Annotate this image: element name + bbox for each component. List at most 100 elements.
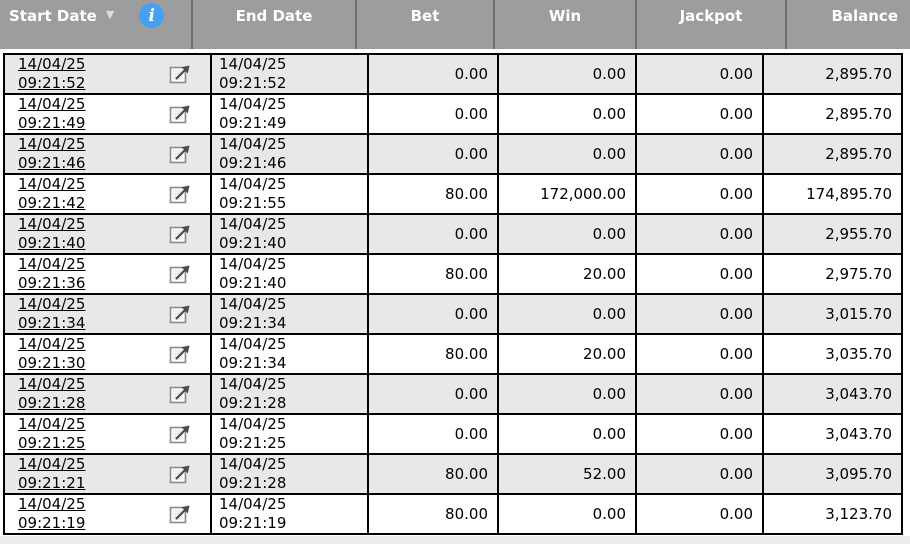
bet-cell: 0.00: [367, 293, 499, 335]
end-date-cell: 14/04/25 09:21:52: [210, 53, 369, 95]
start-date-text: 14/04/25: [18, 55, 86, 73]
start-time-text: 09:21:36: [18, 274, 86, 292]
win-cell: 0.00: [497, 213, 637, 255]
end-date-text: 14/04/25: [219, 455, 287, 473]
start-time-text: 09:21:42: [18, 194, 86, 212]
jackpot-cell: 0.00: [635, 293, 764, 335]
win-cell: 20.00: [497, 253, 637, 295]
start-date-cell: 14/04/25 09:21:52: [3, 53, 212, 95]
start-date-link[interactable]: 14/04/25 09:21:28: [18, 375, 86, 412]
jackpot-cell: 0.00: [635, 93, 764, 135]
start-date-link[interactable]: 14/04/25 09:21:42: [18, 176, 86, 212]
balance-cell: 2,895.70: [762, 53, 903, 95]
external-link-icon[interactable]: [169, 102, 193, 126]
start-date-link[interactable]: 14/04/25 09:21:30: [18, 336, 86, 372]
balance-cell: 2,955.70: [762, 213, 903, 255]
win-cell: 0.00: [497, 413, 637, 455]
external-link-icon[interactable]: [169, 182, 193, 206]
win-cell: 20.00: [497, 333, 637, 375]
column-header-bet[interactable]: Bet: [357, 0, 495, 49]
table-row: 14/04/25 09:21:19 14/04/25 09:21:19 80.0…: [3, 493, 903, 535]
start-time-text: 09:21:46: [18, 154, 86, 172]
start-date-text: 14/04/25: [18, 95, 86, 113]
external-link-icon[interactable]: [169, 142, 193, 166]
start-date-link[interactable]: 14/04/25 09:21:40: [18, 215, 86, 252]
bet-cell: 80.00: [367, 453, 499, 495]
start-time-text: 09:21:30: [18, 354, 86, 372]
column-header-start-date[interactable]: Start Date ▼ i: [0, 0, 193, 49]
table-row: 14/04/25 09:21:28 14/04/25 09:21:28 0.00…: [3, 373, 903, 415]
info-icon[interactable]: i: [139, 3, 165, 28]
table-row: 14/04/25 09:21:42 14/04/25 09:21:55 80.0…: [3, 173, 903, 215]
balance-cell: 3,123.70: [762, 493, 903, 535]
start-date-cell: 14/04/25 09:21:36: [3, 253, 212, 295]
bet-cell: 0.00: [367, 413, 499, 455]
external-link-icon[interactable]: [169, 222, 193, 246]
win-cell: 172,000.00: [497, 173, 637, 215]
external-link-icon[interactable]: [169, 382, 193, 406]
end-date-text: 14/04/25: [219, 175, 287, 193]
start-date-text: 14/04/25: [18, 455, 86, 473]
start-date-cell: 14/04/25 09:21:21: [3, 453, 212, 495]
start-date-text: 14/04/25: [18, 135, 86, 153]
end-date-cell: 14/04/25 09:21:40: [210, 253, 369, 295]
table-row: 14/04/25 09:21:21 14/04/25 09:21:28 80.0…: [3, 453, 903, 495]
start-date-text: 14/04/25: [18, 215, 86, 233]
start-date-cell: 14/04/25 09:21:30: [3, 333, 212, 375]
jackpot-cell: 0.00: [635, 413, 764, 455]
end-date-cell: 14/04/25 09:21:55: [210, 173, 369, 215]
start-date-link[interactable]: 14/04/25 09:21:52: [18, 55, 86, 92]
bet-cell: 0.00: [367, 133, 499, 175]
end-date-cell: 14/04/25 09:21:25: [210, 413, 369, 455]
start-date-text: 14/04/25: [18, 375, 86, 393]
jackpot-cell: 0.00: [635, 133, 764, 175]
balance-cell: 3,043.70: [762, 413, 903, 455]
column-header-win[interactable]: Win: [495, 0, 637, 49]
win-cell: 52.00: [497, 453, 637, 495]
external-link-icon[interactable]: [169, 502, 193, 526]
column-header-balance[interactable]: Balance: [831, 7, 898, 25]
balance-cell: 2,895.70: [762, 133, 903, 175]
start-date-link[interactable]: 14/04/25 09:21:36: [18, 256, 86, 292]
start-date-link[interactable]: 14/04/25 09:21:25: [18, 416, 85, 452]
end-date-cell: 14/04/25 09:21:46: [210, 133, 369, 175]
external-link-icon[interactable]: [169, 262, 193, 286]
external-link-icon[interactable]: [169, 62, 193, 86]
win-cell: 0.00: [497, 293, 637, 335]
end-date-text: 14/04/25: [219, 215, 287, 233]
balance-cell: 3,095.70: [762, 453, 903, 495]
start-date-link[interactable]: 14/04/25 09:21:19: [18, 496, 86, 532]
end-date-cell: 14/04/25 09:21:28: [210, 453, 369, 495]
end-date-text: 14/04/25: [219, 55, 287, 73]
jackpot-cell: 0.00: [635, 373, 764, 415]
jackpot-cell: 0.00: [635, 493, 764, 535]
external-link-icon[interactable]: [169, 462, 193, 486]
column-header-jackpot[interactable]: Jackpot: [637, 0, 787, 49]
balance-cell: 3,035.70: [762, 333, 903, 375]
start-date-link[interactable]: 14/04/25 09:21:46: [18, 135, 86, 172]
balance-cell: 2,975.70: [762, 253, 903, 295]
end-date-cell: 14/04/25 09:21:34: [210, 293, 369, 335]
external-link-icon[interactable]: [169, 422, 193, 446]
bet-cell: 80.00: [367, 333, 499, 375]
start-date-link[interactable]: 14/04/25 09:21:34: [18, 296, 86, 332]
end-time-text: 09:21:46: [219, 154, 287, 172]
end-time-text: 09:21:40: [219, 274, 287, 292]
end-time-text: 09:21:34: [219, 354, 287, 372]
sort-desc-icon[interactable]: ▼: [105, 8, 115, 21]
end-date-text: 14/04/25: [219, 135, 287, 153]
start-date-link[interactable]: 14/04/25 09:21:49: [18, 95, 86, 132]
column-header-end-date[interactable]: End Date: [193, 0, 357, 49]
end-time-text: 09:21:28: [219, 394, 287, 412]
start-date-cell: 14/04/25 09:21:28: [3, 373, 212, 415]
table-row: 14/04/25 09:21:52 14/04/25 09:21:52 0.00…: [3, 53, 903, 95]
external-link-icon[interactable]: [169, 302, 193, 326]
start-time-text: 09:21:19: [18, 514, 86, 532]
win-cell: 0.00: [497, 133, 637, 175]
start-date-link[interactable]: 14/04/25 09:21:21: [18, 455, 86, 492]
jackpot-cell: 0.00: [635, 173, 764, 215]
bet-cell: 0.00: [367, 373, 499, 415]
end-time-text: 09:21:28: [219, 474, 287, 492]
external-link-icon[interactable]: [169, 342, 193, 366]
start-time-text: 09:21:34: [18, 314, 86, 332]
